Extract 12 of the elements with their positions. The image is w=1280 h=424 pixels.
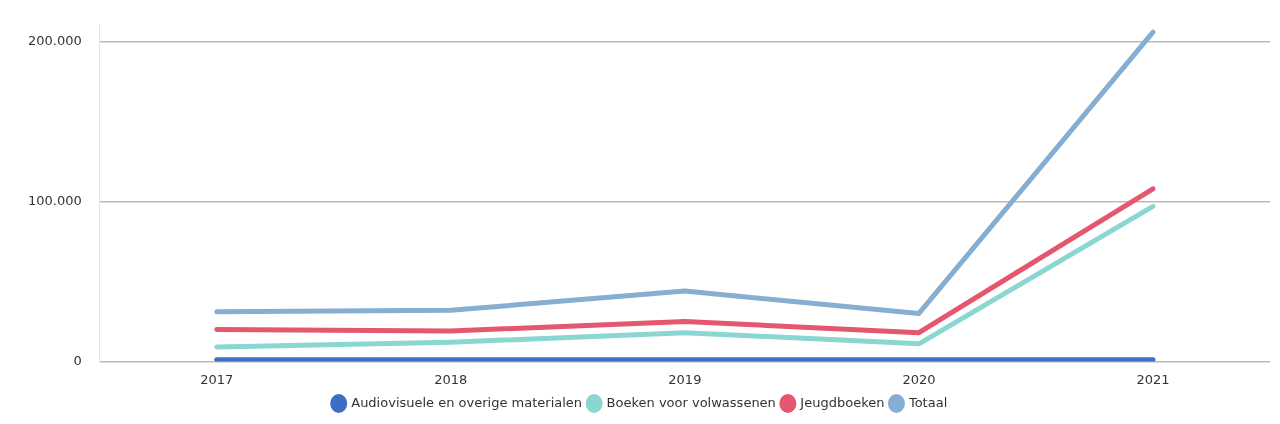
x-tick-label: 2021: [1136, 371, 1170, 387]
x-tick-label: 2020: [902, 371, 936, 387]
x-tick-label: 2018: [434, 371, 468, 387]
y-tick-label: 0: [73, 352, 82, 368]
legend-label: Boeken voor volwassenen: [606, 394, 776, 410]
x-tick-label: 2019: [668, 371, 702, 387]
legend-label: Audiovisuele en overige materialen: [351, 394, 583, 410]
legend-label: Jeugdboeken: [799, 394, 885, 410]
x-tick-label: 2017: [200, 371, 234, 387]
legend-label: Totaal: [907, 394, 948, 410]
y-tick-label: 100.000: [27, 192, 82, 208]
y-tick-label: 200.000: [27, 33, 82, 49]
